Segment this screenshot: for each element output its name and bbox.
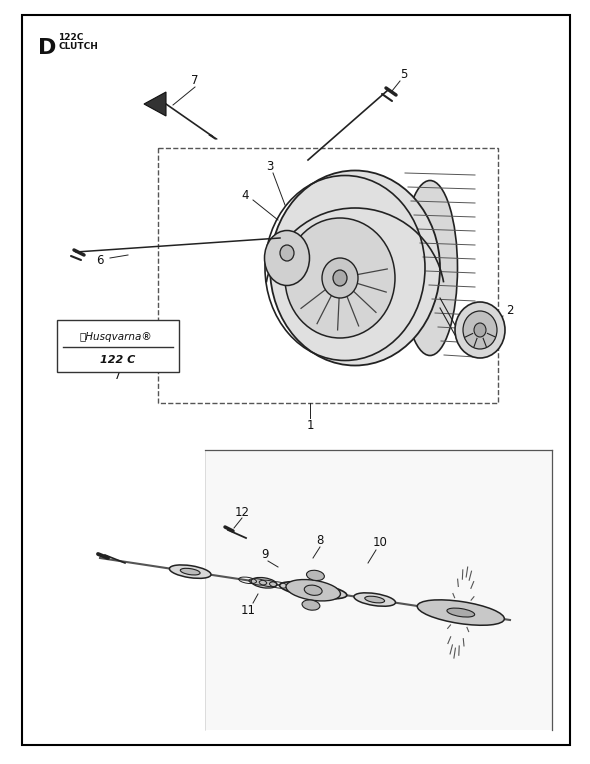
- Ellipse shape: [455, 302, 505, 358]
- Text: 12: 12: [234, 506, 250, 519]
- Ellipse shape: [169, 565, 211, 578]
- Text: 7: 7: [191, 73, 199, 86]
- Ellipse shape: [286, 580, 340, 601]
- Ellipse shape: [251, 578, 277, 588]
- Ellipse shape: [270, 170, 440, 365]
- Text: 122 C: 122 C: [100, 354, 136, 364]
- Text: 4: 4: [241, 189, 249, 202]
- Ellipse shape: [304, 585, 322, 595]
- Text: 7: 7: [114, 368, 122, 381]
- Text: 6: 6: [96, 254, 104, 267]
- Ellipse shape: [322, 258, 358, 298]
- Ellipse shape: [447, 608, 475, 617]
- Ellipse shape: [402, 180, 457, 355]
- Text: 11: 11: [241, 604, 255, 617]
- Text: 9: 9: [261, 549, 269, 562]
- Ellipse shape: [354, 593, 395, 607]
- Ellipse shape: [365, 596, 385, 603]
- Ellipse shape: [280, 581, 347, 599]
- Ellipse shape: [302, 600, 320, 610]
- Text: 122C: 122C: [58, 33, 83, 42]
- Text: 2: 2: [506, 303, 514, 316]
- Ellipse shape: [285, 218, 395, 338]
- Text: 3: 3: [266, 160, 274, 173]
- Text: 10: 10: [372, 536, 388, 549]
- Ellipse shape: [474, 323, 486, 337]
- Text: ⓈHusqvarna®: ⓈHusqvarna®: [80, 332, 152, 342]
- Text: 1: 1: [306, 419, 314, 432]
- Ellipse shape: [307, 570, 324, 581]
- Polygon shape: [144, 92, 166, 116]
- Ellipse shape: [333, 270, 347, 286]
- Polygon shape: [205, 450, 552, 730]
- Bar: [158, 148, 498, 403]
- Text: D: D: [38, 38, 57, 58]
- Bar: [57, 320, 179, 372]
- Text: CLUTCH: CLUTCH: [58, 42, 98, 51]
- Ellipse shape: [463, 311, 497, 349]
- Text: 5: 5: [400, 67, 408, 80]
- Ellipse shape: [280, 245, 294, 261]
- Ellipse shape: [417, 600, 504, 625]
- Ellipse shape: [181, 568, 200, 575]
- Ellipse shape: [264, 231, 310, 286]
- Text: 8: 8: [316, 533, 324, 546]
